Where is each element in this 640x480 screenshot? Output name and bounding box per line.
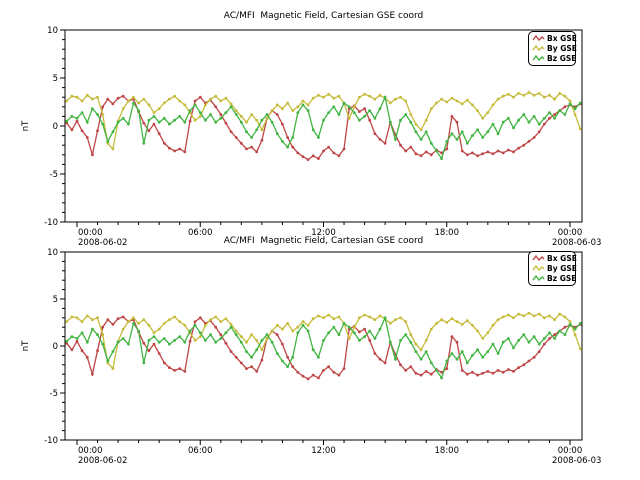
y-tick-label: 5 (53, 295, 58, 305)
x-axis-end-date: 2008-06-03 (552, 238, 601, 248)
legend-line-sample-bx-icon (532, 34, 545, 42)
legend-line-sample-bz-icon (532, 274, 545, 282)
legend-entry-bz: Bz GSE (532, 54, 577, 63)
x-tick-label: 18:00 (435, 228, 460, 238)
y-tick-label: 10 (47, 248, 58, 258)
legend-line-sample-bz-icon (532, 54, 545, 62)
panel-2-axes (60, 251, 583, 445)
legend-entry-by: By GSE (532, 264, 577, 273)
legend-label-bz: Bz GSE (547, 274, 577, 283)
legend-label-bx: Bx GSE (547, 34, 577, 43)
y-tick-label: -10 (44, 218, 58, 228)
x-tick-label: 12:00 (311, 446, 336, 456)
chart-title-panel-2: AC/MFI Magnetic Field, Cartesian GSE coo… (223, 236, 424, 246)
x-axis-start-date: 2008-06-02 (78, 456, 127, 466)
y-tick-label: 0 (53, 342, 58, 352)
x-tick-label: 06:00 (188, 446, 213, 456)
legend-panel-1: Bx GSE By GSE Bz GSE (528, 31, 577, 66)
panel-2-series-bz (65, 315, 582, 380)
y-tick-label: 10 (47, 26, 58, 36)
legend-entry-bx: Bx GSE (532, 34, 577, 43)
legend-entry-bx: Bx GSE (532, 254, 577, 263)
y-axis-label-panel-2: nT (21, 340, 31, 352)
legend-entry-by: By GSE (532, 44, 577, 53)
legend-label-bx: Bx GSE (547, 254, 577, 263)
x-tick-label: 00:00 (558, 446, 583, 456)
x-axis-start-date: 2008-06-02 (78, 238, 127, 248)
panel-1-axes (60, 29, 583, 227)
legend-line-sample-by-icon (532, 264, 545, 272)
legend-entry-bz: Bz GSE (532, 274, 577, 283)
x-axis-end-date: 2008-06-03 (552, 456, 601, 466)
x-tick-label: 06:00 (188, 228, 213, 238)
panel-2-series-bx (65, 315, 582, 381)
panel-1-series-bx (65, 94, 582, 162)
legend-label-bz: Bz GSE (547, 54, 577, 63)
y-tick-label: 0 (53, 122, 58, 132)
legend-label-by: By GSE (547, 264, 577, 273)
x-tick-label: 12:00 (311, 228, 336, 238)
x-tick-label: 00:00 (78, 446, 103, 456)
panel-1-series-bz (65, 95, 582, 161)
panel-1-series-by (65, 91, 582, 151)
y-axis-label-panel-1: nT (21, 120, 31, 132)
chart-title-panel-1: AC/MFI Magnetic Field, Cartesian GSE coo… (223, 11, 424, 21)
y-tick-label: -10 (44, 436, 58, 446)
y-tick-label: -5 (50, 389, 58, 399)
x-tick-label: 18:00 (435, 446, 460, 456)
y-tick-label: -5 (50, 170, 58, 180)
legend-line-sample-by-icon (532, 44, 545, 52)
legend-panel-2: Bx GSE By GSE Bz GSE (528, 251, 577, 286)
legend-label-by: By GSE (547, 44, 577, 53)
x-tick-label: 00:00 (558, 228, 583, 238)
legend-line-sample-bx-icon (532, 254, 545, 262)
y-tick-label: 5 (53, 74, 58, 84)
x-tick-label: 00:00 (78, 228, 103, 238)
